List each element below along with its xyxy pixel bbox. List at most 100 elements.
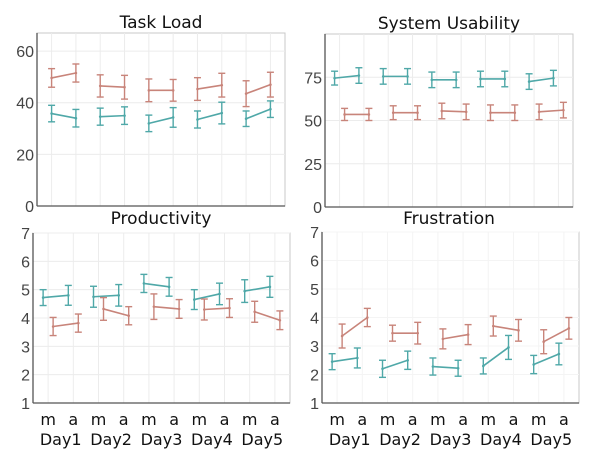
data-point xyxy=(50,76,53,80)
series-line-segment xyxy=(341,316,368,337)
series-line-segment xyxy=(53,322,79,328)
x-group-label: Day4 xyxy=(480,430,522,449)
data-point xyxy=(381,75,385,78)
data-point xyxy=(269,107,272,111)
data-point xyxy=(406,358,410,362)
y-tick-label: 4 xyxy=(310,311,319,328)
series-red xyxy=(341,101,567,122)
data-point xyxy=(123,85,126,89)
data-point xyxy=(171,89,175,92)
y-tick-label: 20 xyxy=(16,147,34,164)
x-group-label: Day3 xyxy=(141,430,183,449)
series-line-segment xyxy=(51,112,77,119)
series-line-segment xyxy=(103,308,129,317)
data-point xyxy=(92,295,95,299)
data-point xyxy=(367,113,371,116)
series-line-segment xyxy=(254,311,281,322)
data-point xyxy=(50,112,53,115)
data-point xyxy=(366,316,369,319)
data-point xyxy=(171,116,175,119)
panel-title: Productivity xyxy=(111,209,212,229)
data-point xyxy=(343,113,346,116)
data-point xyxy=(391,111,395,115)
data-point xyxy=(517,329,520,332)
data-point xyxy=(243,289,246,293)
y-tick-label: 2 xyxy=(310,368,319,385)
x-tick-label: m xyxy=(141,410,157,429)
data-point xyxy=(244,92,248,95)
series-line-segment xyxy=(493,325,519,332)
data-point xyxy=(479,77,482,81)
x-tick-label: a xyxy=(559,410,569,429)
series-line-segment xyxy=(245,83,271,95)
y-tick-label: 60 xyxy=(16,44,34,61)
data-point xyxy=(416,111,419,115)
data-point xyxy=(41,296,45,299)
data-point xyxy=(391,331,394,335)
data-point xyxy=(117,294,121,297)
data-point xyxy=(542,340,545,344)
data-point xyxy=(567,327,571,330)
data-point xyxy=(98,84,102,88)
series-teal xyxy=(331,67,557,91)
data-point xyxy=(513,111,517,115)
x-tick-label: a xyxy=(220,410,230,429)
data-point xyxy=(269,83,272,86)
series-line-segment xyxy=(382,359,408,370)
data-point xyxy=(98,115,102,118)
series-line-segment xyxy=(334,74,359,79)
x-group-label: Day5 xyxy=(530,430,572,449)
series-line-segment xyxy=(332,357,358,363)
data-point xyxy=(142,282,146,285)
series-line-segment xyxy=(100,114,125,118)
series-line-segment xyxy=(43,294,69,299)
y-tick-label: 6 xyxy=(310,254,319,271)
data-point xyxy=(441,337,445,341)
x-group-label: Day4 xyxy=(191,430,233,449)
y-tick-label: 0 xyxy=(313,200,322,217)
series-line-segment xyxy=(482,346,509,367)
data-point xyxy=(51,325,55,328)
series-line-segment xyxy=(533,353,560,366)
plot-area xyxy=(36,32,286,207)
y-tick-label: 5 xyxy=(21,283,30,300)
data-point xyxy=(416,331,420,335)
data-point xyxy=(220,111,224,115)
series-line-segment xyxy=(153,305,180,310)
data-point xyxy=(481,364,485,368)
data-point xyxy=(440,109,444,113)
data-point xyxy=(67,294,70,297)
x-tick-label: a xyxy=(119,410,129,429)
x-group-label: Day5 xyxy=(241,430,283,449)
data-point xyxy=(340,334,344,338)
data-point xyxy=(123,114,126,117)
data-point xyxy=(77,321,80,325)
x-tick-label: m xyxy=(329,410,345,429)
data-point xyxy=(244,117,248,121)
gridlines xyxy=(322,231,579,404)
data-point xyxy=(430,78,434,82)
data-point xyxy=(74,71,78,75)
y-tick-label: 25 xyxy=(304,157,322,174)
y-tick-label: 7 xyxy=(310,225,319,242)
series-red xyxy=(48,63,274,108)
data-point xyxy=(228,306,231,310)
x-group-label: Day2 xyxy=(379,430,421,449)
panel-title: Frustration xyxy=(403,209,495,229)
x-tick-label: a xyxy=(509,410,519,429)
data-point xyxy=(357,74,361,77)
y-tick-label: 6 xyxy=(21,254,30,271)
data-point xyxy=(532,363,535,366)
y-tick-label: 1 xyxy=(21,396,30,413)
data-point xyxy=(503,77,507,81)
data-point xyxy=(74,116,78,120)
y-tick-label: 50 xyxy=(304,114,322,131)
x-tick-label: m xyxy=(380,410,396,429)
data-point xyxy=(127,314,131,318)
series-line-segment xyxy=(245,108,271,120)
series-line-segment xyxy=(143,282,170,288)
data-point xyxy=(253,310,256,314)
series-line-segment xyxy=(93,294,119,298)
series-red xyxy=(49,293,284,337)
data-point xyxy=(557,352,561,356)
